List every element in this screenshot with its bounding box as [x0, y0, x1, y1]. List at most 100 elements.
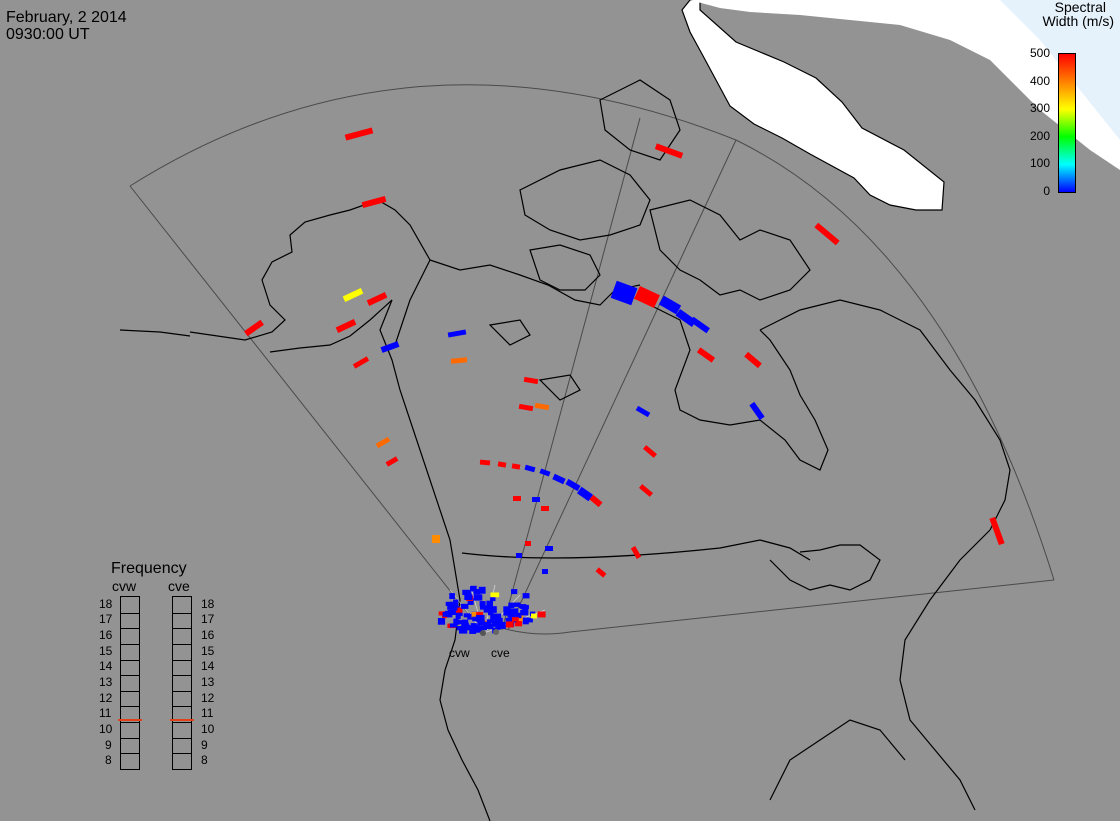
- backscatter-cell: [352, 356, 370, 369]
- backscatter-cell: [525, 617, 533, 623]
- backscatter-cell: [342, 288, 364, 302]
- frequency-grid-line: [121, 690, 139, 692]
- frequency-tick-label-right: 18: [201, 596, 215, 611]
- backscatter-cell: [524, 464, 536, 473]
- backscatter-cell: [516, 553, 522, 558]
- backscatter-cell: [634, 286, 660, 308]
- backscatter-cell: [462, 589, 471, 595]
- backscatter-cell: [488, 610, 494, 616]
- frequency-grid-line: [173, 675, 191, 677]
- backscatter-cell: [460, 603, 469, 609]
- backscatter-cell: [989, 516, 1005, 546]
- backscatter-cell: [552, 473, 566, 485]
- frequency-radar-label-cvw: cvw: [112, 578, 137, 594]
- backscatter-cell: [630, 546, 642, 559]
- backscatter-cell: [437, 618, 446, 625]
- backscatter-cell: [450, 357, 468, 364]
- backscatter-cell: [511, 463, 521, 470]
- backscatter-cell: [442, 612, 452, 617]
- backscatter-cell: [589, 494, 603, 508]
- backscatter-cell: [467, 614, 476, 620]
- backscatter-cell: [518, 604, 527, 609]
- frequency-tick-label-left: 9: [105, 737, 112, 752]
- backscatter-cell: [469, 627, 477, 634]
- frequency-tick-label-right: 11: [201, 706, 214, 721]
- backscatter-cell: [447, 610, 456, 615]
- frequency-grid-line: [121, 722, 139, 724]
- backscatter-cell: [490, 592, 500, 598]
- backscatter-cell: [514, 620, 523, 627]
- backscatter-cell: [635, 405, 651, 418]
- frequency-grid-line: [173, 722, 191, 724]
- frequency-column-cvw: [120, 596, 140, 770]
- backscatter-cell: [518, 403, 534, 412]
- backscatter-cell: [455, 612, 461, 619]
- backscatter-cell: [505, 621, 514, 628]
- radar-site-marker: [493, 629, 499, 635]
- frequency-tick-label-left: 14: [99, 659, 113, 674]
- frequency-tick-label-right: 15: [201, 643, 215, 658]
- backscatter-cell: [432, 535, 440, 543]
- backscatter-cell: [525, 541, 531, 546]
- backscatter-cell: [749, 401, 765, 421]
- backscatter-cell: [513, 602, 521, 607]
- backscatter-cell: [531, 613, 537, 619]
- frequency-grid-line: [173, 628, 191, 630]
- backscatter-cell: [511, 589, 518, 595]
- backscatter-cell: [513, 496, 521, 501]
- backscatter-cell: [473, 589, 481, 595]
- frequency-tick-label-left: 16: [99, 628, 113, 643]
- radar-site-marker: [480, 630, 486, 636]
- backscatter-cell: [361, 195, 387, 209]
- backscatter-cell: [449, 593, 455, 600]
- frequency-title: Frequency: [111, 560, 187, 577]
- backscatter-cell: [483, 622, 491, 629]
- backscatter-cell: [534, 402, 550, 411]
- frequency-radar-label-cve: cve: [168, 578, 190, 594]
- frequency-tick-label-left: 11: [99, 706, 112, 721]
- backscatter-cell: [490, 613, 496, 621]
- backscatter-cell: [489, 606, 497, 613]
- frequency-tick-label-right: 16: [201, 628, 215, 643]
- colorbar-tick-label: 300: [1029, 101, 1050, 116]
- backscatter-cell: [658, 295, 682, 315]
- backscatter-cell: [385, 456, 399, 467]
- backscatter-cell: [690, 316, 710, 334]
- backscatter-cell: [471, 611, 480, 618]
- coastlines: [119, 79, 1011, 821]
- backscatter-cell: [744, 351, 762, 369]
- backscatter-cell: [522, 617, 529, 625]
- backscatter-cell: [476, 612, 483, 618]
- backscatter-cell: [495, 625, 501, 630]
- frequency-tick-label-left: 10: [99, 721, 113, 736]
- radar-label-cve: cve: [491, 646, 510, 660]
- backscatter-cell: [505, 617, 512, 623]
- backscatter-cell: [565, 478, 581, 492]
- backscatter-cell: [595, 567, 607, 578]
- backscatter-cell: [545, 546, 553, 551]
- backscatter-cell: [335, 319, 357, 333]
- backscatter-cell: [447, 329, 467, 338]
- backscatter-cell: [515, 612, 522, 619]
- greenland-landmass: [681, 0, 945, 211]
- backscatter-cell: [454, 619, 460, 625]
- frequency-tick-label-right: 13: [201, 675, 215, 689]
- backscatter-cell: [470, 585, 477, 592]
- frequency-grid-line: [173, 659, 191, 661]
- backscatter-cell: [447, 603, 453, 610]
- backscatter-cell: [497, 621, 506, 629]
- frequency-grid-line: [121, 612, 139, 614]
- frequency-marker: [118, 718, 142, 721]
- colorbar-tick-label: 500: [1029, 46, 1050, 60]
- frequency-tick-label-right: 14: [201, 659, 215, 674]
- backscatter-cell: [639, 484, 653, 497]
- colorbar-tick-label: 0: [1043, 184, 1050, 198]
- backscatter-cell: [480, 605, 488, 610]
- backscatter-cell: [497, 461, 507, 468]
- colorbar-tick-label: 100: [1029, 156, 1050, 171]
- backscatter-cell: [541, 506, 549, 511]
- frequency-tick-label-left: 15: [99, 643, 113, 658]
- backscatter-cell: [244, 319, 264, 337]
- frequency-grid-line: [121, 753, 139, 755]
